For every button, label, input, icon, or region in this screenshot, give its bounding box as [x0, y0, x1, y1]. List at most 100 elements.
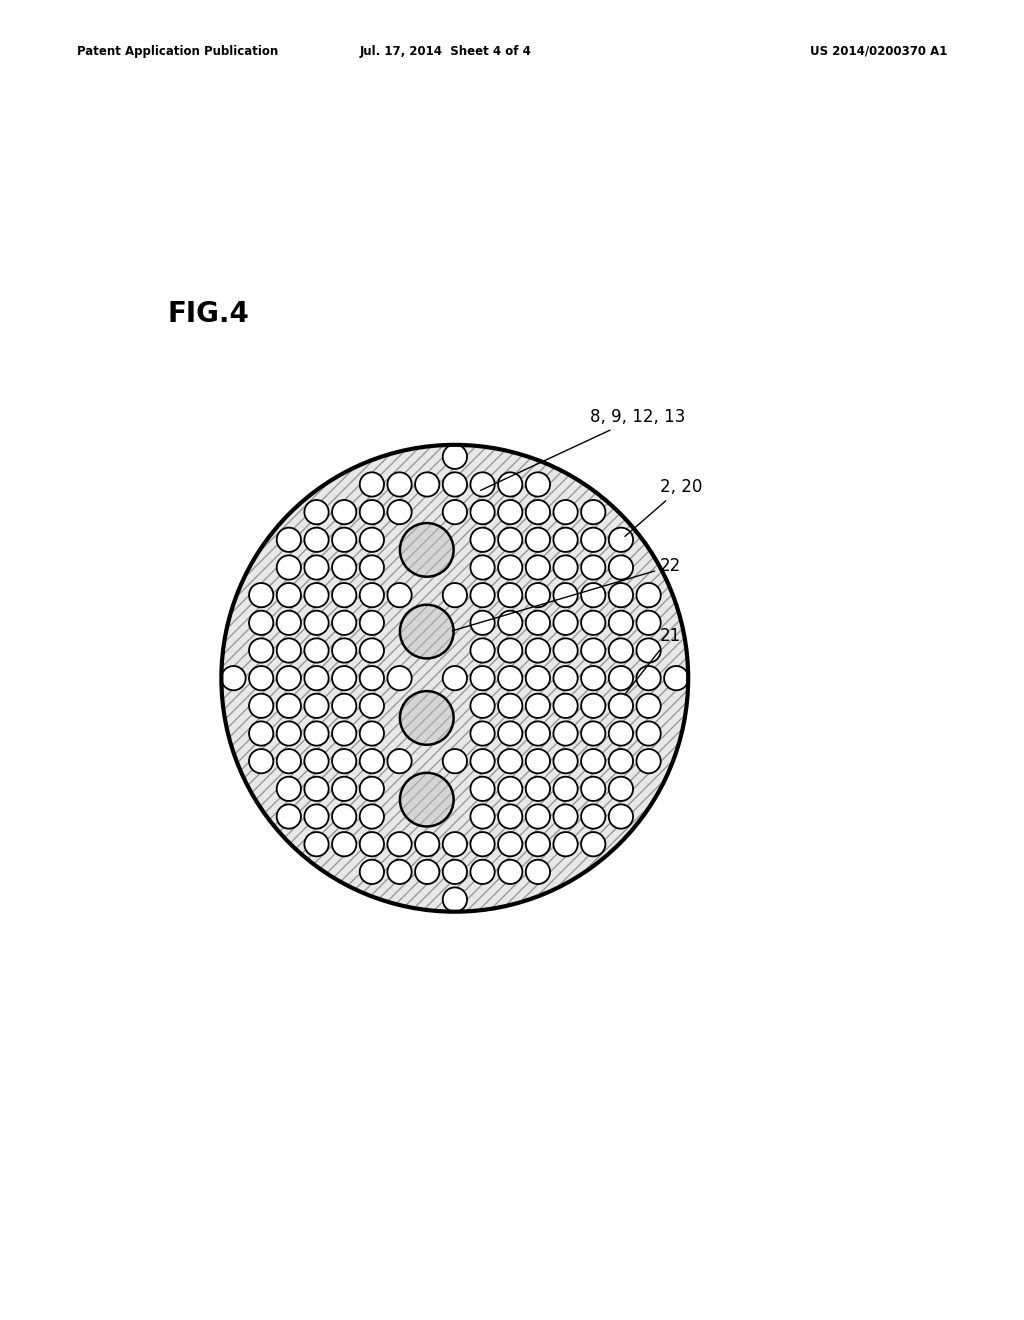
Circle shape [332, 748, 356, 774]
Circle shape [276, 804, 301, 829]
Circle shape [359, 556, 384, 579]
Circle shape [525, 473, 550, 496]
Circle shape [359, 721, 384, 746]
Circle shape [249, 721, 273, 746]
Circle shape [498, 639, 522, 663]
Circle shape [470, 556, 495, 579]
Circle shape [276, 667, 301, 690]
Circle shape [470, 748, 495, 774]
Circle shape [553, 804, 578, 829]
Circle shape [637, 721, 660, 746]
Circle shape [332, 776, 356, 801]
Circle shape [276, 639, 301, 663]
Circle shape [498, 667, 522, 690]
Circle shape [387, 500, 412, 524]
Circle shape [304, 500, 329, 524]
Circle shape [304, 639, 329, 663]
Circle shape [304, 694, 329, 718]
Circle shape [637, 611, 660, 635]
Circle shape [581, 804, 605, 829]
Text: US 2014/0200370 A1: US 2014/0200370 A1 [810, 45, 947, 58]
Circle shape [359, 611, 384, 635]
Circle shape [442, 583, 467, 607]
Circle shape [359, 500, 384, 524]
Circle shape [637, 667, 660, 690]
Circle shape [304, 748, 329, 774]
Circle shape [359, 776, 384, 801]
Circle shape [498, 748, 522, 774]
Circle shape [525, 859, 550, 884]
Circle shape [442, 500, 467, 524]
Circle shape [581, 748, 605, 774]
Circle shape [553, 667, 578, 690]
Circle shape [249, 639, 273, 663]
Circle shape [609, 776, 633, 801]
Circle shape [581, 667, 605, 690]
Circle shape [498, 473, 522, 496]
Circle shape [581, 556, 605, 579]
Circle shape [553, 694, 578, 718]
Circle shape [581, 611, 605, 635]
Circle shape [442, 748, 467, 774]
Circle shape [470, 694, 495, 718]
Circle shape [304, 832, 329, 857]
Circle shape [359, 694, 384, 718]
Circle shape [304, 667, 329, 690]
Circle shape [387, 832, 412, 857]
Circle shape [553, 832, 578, 857]
Circle shape [498, 721, 522, 746]
Circle shape [470, 583, 495, 607]
Circle shape [359, 639, 384, 663]
Circle shape [387, 748, 412, 774]
Circle shape [498, 556, 522, 579]
Circle shape [276, 694, 301, 718]
Circle shape [276, 583, 301, 607]
Circle shape [249, 694, 273, 718]
Text: 22: 22 [453, 557, 681, 631]
Circle shape [498, 694, 522, 718]
Circle shape [359, 748, 384, 774]
Circle shape [581, 583, 605, 607]
Circle shape [332, 694, 356, 718]
Circle shape [525, 832, 550, 857]
Text: Jul. 17, 2014  Sheet 4 of 4: Jul. 17, 2014 Sheet 4 of 4 [359, 45, 531, 58]
Circle shape [525, 556, 550, 579]
Circle shape [332, 667, 356, 690]
Circle shape [442, 445, 467, 469]
Circle shape [332, 804, 356, 829]
Circle shape [553, 748, 578, 774]
Circle shape [470, 776, 495, 801]
Circle shape [637, 748, 660, 774]
Circle shape [609, 721, 633, 746]
Circle shape [304, 776, 329, 801]
Circle shape [359, 832, 384, 857]
Circle shape [498, 832, 522, 857]
Circle shape [525, 748, 550, 774]
Circle shape [332, 556, 356, 579]
Circle shape [332, 583, 356, 607]
Circle shape [415, 859, 439, 884]
Circle shape [387, 667, 412, 690]
Circle shape [609, 528, 633, 552]
Circle shape [249, 667, 273, 690]
Circle shape [609, 667, 633, 690]
Circle shape [470, 721, 495, 746]
Circle shape [359, 859, 384, 884]
Circle shape [553, 611, 578, 635]
Circle shape [581, 500, 605, 524]
Circle shape [442, 667, 467, 690]
Circle shape [415, 473, 439, 496]
Circle shape [249, 611, 273, 635]
Circle shape [332, 721, 356, 746]
Circle shape [359, 804, 384, 829]
Circle shape [665, 667, 688, 690]
Circle shape [387, 583, 412, 607]
Circle shape [498, 804, 522, 829]
Circle shape [525, 667, 550, 690]
Circle shape [581, 694, 605, 718]
Circle shape [553, 528, 578, 552]
Circle shape [276, 721, 301, 746]
Circle shape [609, 639, 633, 663]
Circle shape [304, 583, 329, 607]
Circle shape [498, 776, 522, 801]
